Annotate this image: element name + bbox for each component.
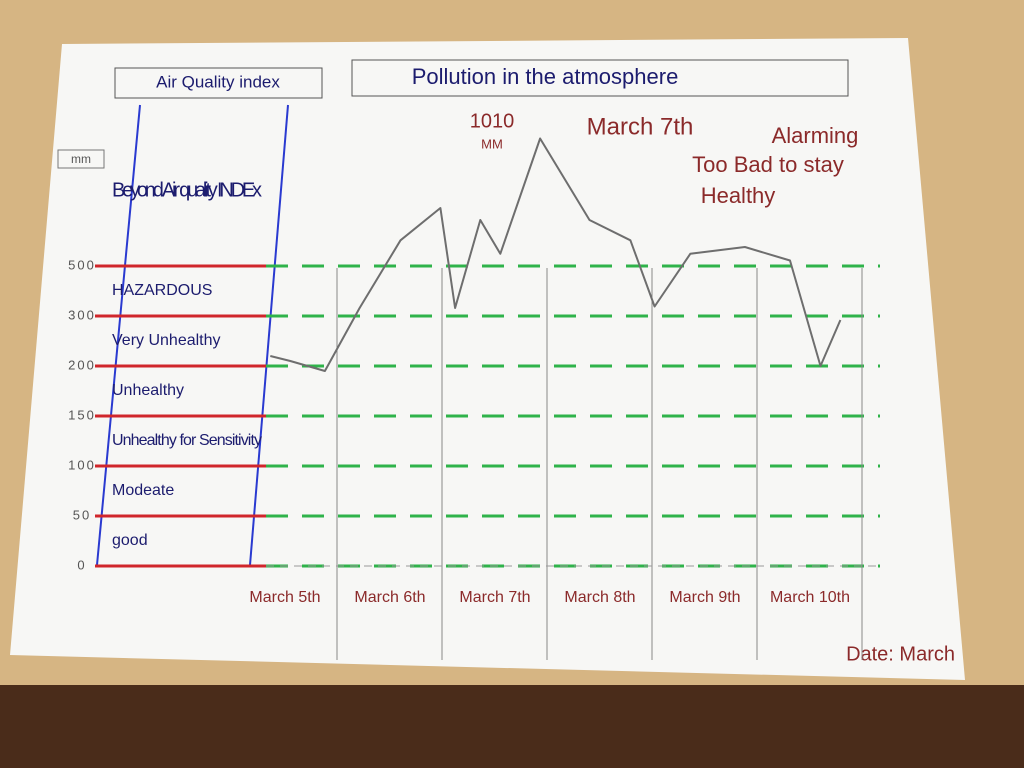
y-unit: mm: [71, 152, 91, 166]
annotation: Alarming: [772, 123, 859, 148]
y-tick-label: 500: [68, 257, 96, 272]
x-tick-label: March 5th: [249, 589, 320, 606]
header-left: Air Quality index: [156, 72, 280, 91]
unit-box: [57, 149, 105, 169]
annotation: MM: [481, 136, 503, 151]
title-box: [351, 59, 849, 97]
table-edge: [0, 685, 1024, 768]
x-tick-label: March 7th: [459, 589, 530, 606]
annotation: Too Bad to stay: [692, 152, 844, 177]
panel-border: [249, 104, 289, 566]
band-label: Unhealthy: [112, 382, 184, 399]
y-tick-label: 300: [68, 307, 96, 322]
band-label: Beyond Air quality INDEx: [112, 179, 262, 201]
header-box: [114, 67, 323, 99]
paper: [10, 38, 965, 680]
band-label: good: [112, 532, 148, 549]
x-tick-label: March 10th: [770, 589, 850, 606]
band-label: Modeate: [112, 482, 174, 499]
band-label: HAZARDOUS: [112, 282, 212, 299]
chart-title: Pollution in the atmosphere: [412, 64, 679, 89]
panel-border: [96, 104, 141, 566]
y-tick-label: 0: [77, 557, 86, 572]
band-label: Very Unhealthy: [112, 332, 221, 349]
y-tick-label: 100: [68, 457, 96, 472]
x-tick-label: March 9th: [669, 589, 740, 606]
y-tick-label: 50: [73, 507, 91, 522]
data-line: [270, 137, 842, 372]
annotation: 1010: [470, 110, 515, 132]
y-tick-label: 150: [68, 407, 96, 422]
x-axis-label: Date: March: [846, 643, 955, 665]
annotation: Healthy: [701, 183, 776, 208]
x-tick-label: March 8th: [564, 589, 635, 606]
x-tick-label: March 6th: [354, 589, 425, 606]
annotation: March 7th: [587, 113, 694, 140]
band-label: Unhealthy for Sensitivity: [112, 432, 262, 449]
y-tick-label: 200: [68, 357, 96, 372]
